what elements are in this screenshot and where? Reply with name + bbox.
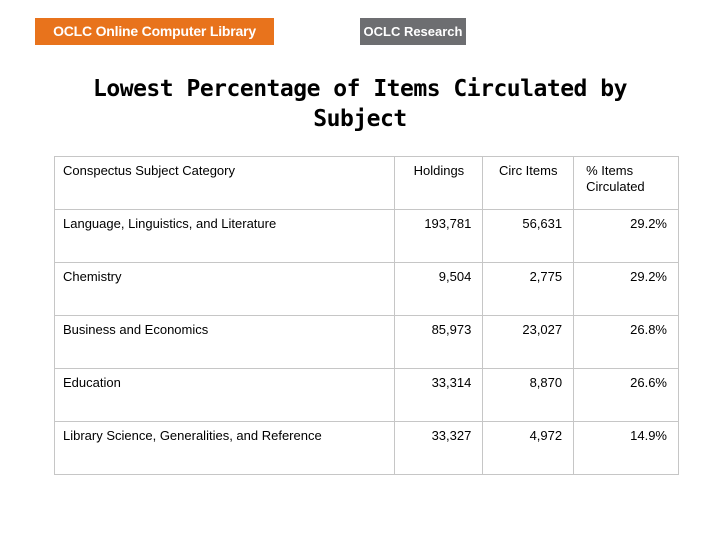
holdings-cell: 9,504: [394, 262, 484, 316]
circ-items-cell: 2,775: [482, 262, 575, 316]
table-row: Education 33,314 8,870 26.6%: [53, 368, 679, 422]
pct-cell: 29.2%: [573, 262, 679, 316]
pct-cell: 26.8%: [573, 315, 679, 369]
table-row: Library Science, Generalities, and Refer…: [53, 421, 679, 475]
circ-items-cell: 4,972: [482, 421, 575, 475]
oclc-research-logo: OCLC Research: [360, 18, 466, 45]
holdings-cell: 193,781: [394, 209, 484, 263]
holdings-cell: 33,314: [394, 368, 484, 422]
table-header-row: Conspectus Subject Category Holdings Cir…: [53, 156, 679, 210]
column-header-holdings: Holdings: [394, 156, 484, 210]
pct-cell: 26.6%: [573, 368, 679, 422]
table-row: Chemistry 9,504 2,775 29.2%: [53, 262, 679, 316]
circ-items-cell: 56,631: [482, 209, 575, 263]
category-cell: Education: [53, 368, 396, 422]
page-title: Lowest Percentage of Items Circulated by…: [93, 76, 627, 132]
column-header-circ-items: Circ Items: [482, 156, 575, 210]
subject-table: Conspectus Subject Category Holdings Cir…: [53, 156, 679, 475]
holdings-cell: 33,327: [394, 421, 484, 475]
category-cell: Chemistry: [53, 262, 396, 316]
category-cell: Business and Economics: [53, 315, 396, 369]
table-row: Business and Economics 85,973 23,027 26.…: [53, 315, 679, 369]
circ-items-cell: 23,027: [482, 315, 575, 369]
pct-cell: 29.2%: [573, 209, 679, 263]
column-header-pct-circulated: % Items Circulated: [573, 156, 679, 210]
category-cell: Library Science, Generalities, and Refer…: [53, 421, 396, 475]
oclc-logo: OCLC Online Computer Library Center: [35, 18, 274, 66]
category-cell: Language, Linguistics, and Literature: [53, 209, 396, 263]
holdings-cell: 85,973: [394, 315, 484, 369]
pct-cell: 14.9%: [573, 421, 679, 475]
table-row: Language, Linguistics, and Literature 19…: [53, 209, 679, 263]
circ-items-cell: 8,870: [482, 368, 575, 422]
column-header-category: Conspectus Subject Category: [53, 156, 396, 210]
